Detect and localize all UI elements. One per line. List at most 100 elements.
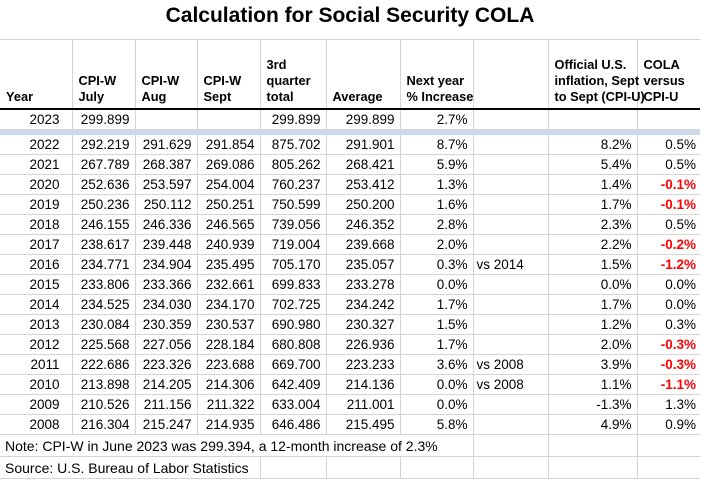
cell-cpiu-inflation-2009: -1.3% [548, 394, 638, 415]
cell-average-2010: 214.136 [326, 374, 401, 395]
table-row-2008: 2008 216.304 215.247 214.935 646.486 215.495 5… [0, 414, 700, 435]
cell-aug-2023 [135, 109, 198, 130]
cell-sept-2021: 269.086 [197, 154, 261, 175]
note-text: Note: CPI-W in June 2023 was 299.394, a … [0, 434, 474, 457]
cell-cpiu-inflation-2008: 4.9% [548, 414, 638, 435]
cell-july-2022: 292.219 [72, 135, 136, 155]
cell-year-2011: 2011 [0, 354, 73, 375]
table-row-2016: 2016 234.771 234.904 235.495 705.170 235.057 0… [0, 254, 700, 275]
cell-year-2021: 2021 [0, 154, 73, 175]
cell-cola-vs-cpiu-2013: 0.3% [637, 314, 700, 335]
cell-sept-2019: 250.251 [197, 194, 261, 215]
table-row-2014: 2014 234.525 234.030 234.170 702.725 234.242 1… [0, 294, 700, 315]
cell-cpiu-inflation-2022: 8.2% [548, 135, 638, 155]
cell-july-2018: 246.155 [72, 214, 136, 235]
cell-q3-total-2008: 646.486 [260, 414, 327, 435]
column-header-cola-vs-cpiu: COLA versus CPI-U [637, 39, 700, 110]
cell-cpiu-inflation-2019: 1.7% [548, 194, 638, 215]
empty-cell [637, 434, 700, 457]
column-header-q3-total: 3rd quarter total [260, 39, 327, 110]
cell-sept-2013: 230.537 [197, 314, 261, 335]
cell-q3-total-2022: 875.702 [260, 135, 327, 155]
empty-cell [260, 456, 327, 479]
cell-sept-2010: 214.306 [197, 374, 261, 395]
cell-aug-2009: 211.156 [135, 394, 198, 415]
page-title: Calculation for Social Security COLA [165, 4, 535, 27]
cell-sept-2023 [197, 109, 261, 130]
column-header-cpiw-aug: CPI-W Aug [135, 39, 198, 110]
cell-aug-2015: 233.366 [135, 274, 198, 295]
table-row-2013: 2013 230.084 230.359 230.537 690.980 230.327 1… [0, 314, 700, 335]
cell-july-2023: 299.899 [72, 109, 136, 130]
cell-q3-total-2009: 633.004 [260, 394, 327, 415]
cell-aug-2014: 234.030 [135, 294, 198, 315]
cell-q3-total-2020: 760.237 [260, 174, 327, 195]
column-header-cpiw-july: CPI-W July [72, 39, 136, 110]
empty-cell [473, 456, 549, 479]
cell-july-2013: 230.084 [72, 314, 136, 335]
cell-sept-2017: 240.939 [197, 234, 261, 255]
table-row-2009: 2009 210.526 211.156 211.322 633.004 211.001 0… [0, 394, 700, 415]
cell-july-2017: 238.617 [72, 234, 136, 255]
cell-cola-vs-cpiu-2018: 0.5% [637, 214, 700, 235]
table-row-2022: 2022 292.219 291.629 291.854 875.702 291.901 8… [0, 135, 700, 155]
cell-year-2022: 2022 [0, 135, 73, 155]
source-text: Source: U.S. Bureau of Labor Statistics [0, 456, 261, 479]
cell-july-2014: 234.525 [72, 294, 136, 315]
cell-july-2012: 225.568 [72, 334, 136, 355]
cell-average-2022: 291.901 [326, 135, 401, 155]
cell-q3-total-2013: 690.980 [260, 314, 327, 335]
cell-average-2016: 235.057 [326, 254, 401, 275]
cell-q3-total-2023: 299.899 [260, 109, 327, 130]
cell-aug-2017: 239.448 [135, 234, 198, 255]
cell-sept-2018: 246.565 [197, 214, 261, 235]
table-body-history: 2022 292.219 291.629 291.854 875.702 291.901 8… [0, 135, 700, 435]
cell-next-year-increase-2010: 0.0% [400, 374, 474, 395]
cell-average-2019: 250.200 [326, 194, 401, 215]
empty-cell [473, 434, 549, 457]
cell-sept-2012: 228.184 [197, 334, 261, 355]
cell-comparison-2017 [473, 234, 549, 255]
cell-average-2013: 230.327 [326, 314, 401, 335]
column-header-average: Average [326, 39, 401, 110]
table-row-2021: 2021 267.789 268.387 269.086 805.262 268.421 5… [0, 154, 700, 175]
cell-comparison-2018 [473, 214, 549, 235]
cell-july-2009: 210.526 [72, 394, 136, 415]
cell-average-2008: 215.495 [326, 414, 401, 435]
cell-year-2015: 2015 [0, 274, 73, 295]
cell-aug-2012: 227.056 [135, 334, 198, 355]
cell-july-2020: 252.636 [72, 174, 136, 195]
empty-cell [548, 456, 638, 479]
source-row: Source: U.S. Bureau of Labor Statistics [0, 456, 700, 479]
cell-sept-2015: 232.661 [197, 274, 261, 295]
cell-year-2010: 2010 [0, 374, 73, 395]
cell-cpiu-inflation-2011: 3.9% [548, 354, 638, 375]
column-header-cpiw-sept: CPI-W Sept [197, 39, 261, 110]
cell-cola-vs-cpiu-2019: -0.1% [637, 194, 700, 215]
cell-comparison-2008 [473, 414, 549, 435]
cell-aug-2008: 215.247 [135, 414, 198, 435]
cell-q3-total-2015: 699.833 [260, 274, 327, 295]
cell-average-2021: 268.421 [326, 154, 401, 175]
separator-band [0, 129, 700, 135]
cell-comparison-2015 [473, 274, 549, 295]
column-header-cpiu-inflation: Official U.S. inflation, Sept to Sept (C… [548, 39, 645, 110]
cell-q3-total-2016: 705.170 [260, 254, 327, 275]
column-header-comparison [473, 39, 549, 110]
cell-cpiu-inflation-2020: 1.4% [548, 174, 638, 195]
cell-average-2011: 223.233 [326, 354, 401, 375]
cell-next-year-increase-2012: 1.7% [400, 334, 474, 355]
cell-q3-total-2018: 739.056 [260, 214, 327, 235]
cell-year-2019: 2019 [0, 194, 73, 215]
table-row-2015: 2015 233.806 233.366 232.661 699.833 233.278 0… [0, 274, 700, 295]
cell-july-2011: 222.686 [72, 354, 136, 375]
cell-cola-vs-cpiu-2011: -0.3% [637, 354, 700, 375]
cell-comparison-2010: vs 2008 [473, 374, 549, 395]
table-row-2020: 2020 252.636 253.597 254.004 760.237 253.412 1… [0, 174, 700, 195]
cell-cpiu-inflation-2010: 1.1% [548, 374, 638, 395]
cell-july-2016: 234.771 [72, 254, 136, 275]
cell-average-2014: 234.242 [326, 294, 401, 315]
cell-next-year-increase-2008: 5.8% [400, 414, 474, 435]
table-row-2023: 2023 299.899 299.899 299.899 2.7% [0, 109, 700, 130]
